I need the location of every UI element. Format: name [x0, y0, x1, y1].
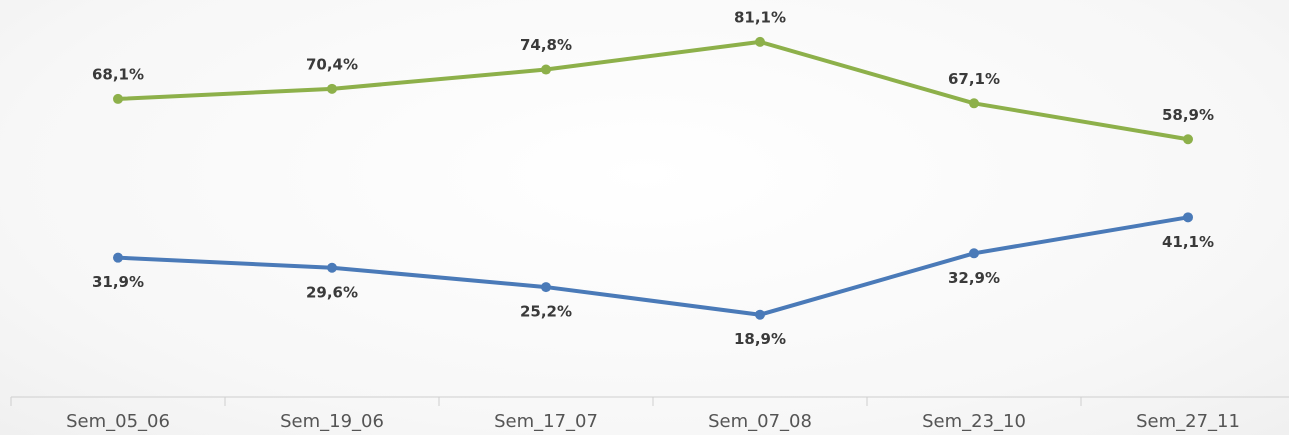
series-line — [117, 39, 1189, 142]
data-point — [969, 248, 979, 259]
data-label: 31,9% — [92, 273, 144, 291]
data-point — [1183, 212, 1193, 223]
data-label: 32,9% — [948, 269, 1000, 287]
data-point — [755, 309, 765, 320]
data-point — [541, 64, 551, 75]
x-tick-label: Sem_07_08 — [708, 411, 812, 432]
data-point — [113, 93, 123, 104]
data-label: 68,1% — [92, 65, 144, 83]
data-label: 25,2% — [520, 303, 572, 321]
x-tick-label: Sem_05_06 — [66, 411, 170, 432]
data-label: 70,4% — [306, 55, 358, 73]
data-point — [541, 282, 551, 293]
data-label: 67,1% — [948, 70, 1000, 88]
data-label: 58,9% — [1162, 106, 1214, 124]
data-point — [755, 36, 765, 47]
x-tick-label: Sem_17_07 — [494, 411, 598, 432]
data-label: 74,8% — [520, 36, 572, 54]
x-tick-label: Sem_27_11 — [1136, 411, 1240, 432]
data-label: 81,1% — [734, 8, 786, 26]
x-tick-label: Sem_19_06 — [280, 411, 384, 432]
data-point — [327, 83, 337, 94]
data-point — [1183, 134, 1193, 145]
data-point — [969, 98, 979, 109]
data-label: 18,9% — [734, 330, 786, 348]
data-label: 29,6% — [306, 283, 358, 301]
data-label: 41,1% — [1162, 233, 1214, 251]
x-tick-label: Sem_23_10 — [922, 411, 1026, 432]
series-line — [117, 215, 1189, 317]
data-point — [327, 262, 337, 273]
data-point — [113, 252, 123, 263]
